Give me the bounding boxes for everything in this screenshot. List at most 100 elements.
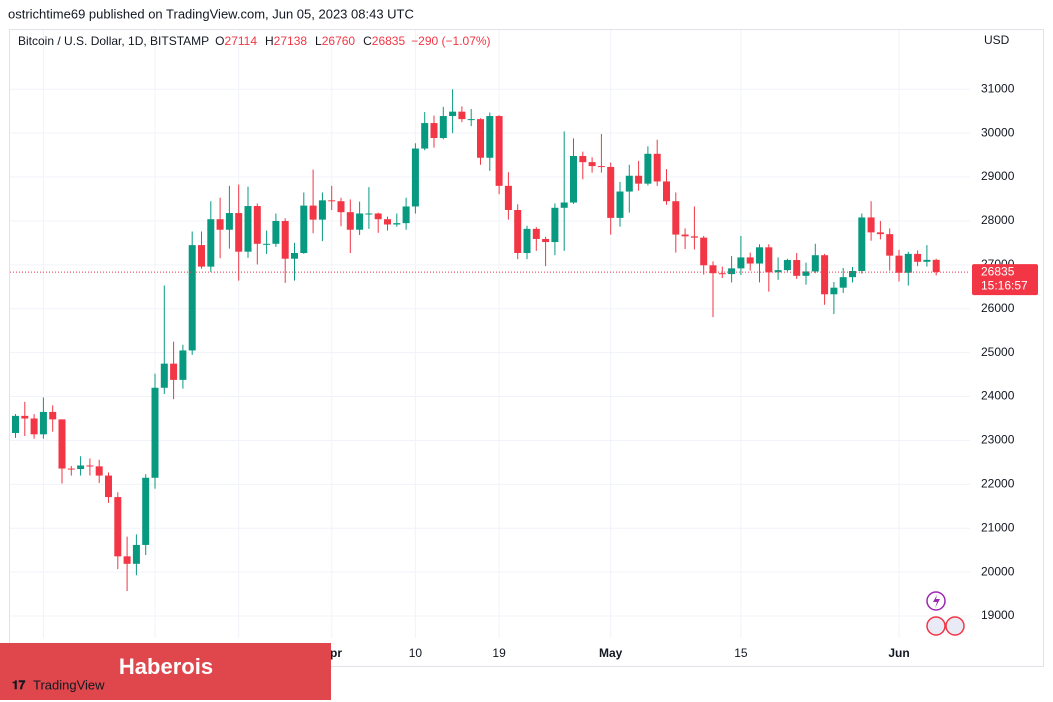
candle-body [765, 247, 773, 273]
us-flag-icon [926, 616, 946, 636]
price-axis: 19000 20000 21000 22000 23000 24000 25000 26000… [33, 81, 1038, 660]
y-tick-label: 22000 [981, 477, 1015, 491]
candle-body [737, 257, 745, 269]
candle-body [123, 556, 131, 564]
candle-body [830, 287, 838, 295]
candle-body [523, 228, 531, 254]
candle-body [393, 223, 401, 225]
candle-body [188, 245, 196, 351]
ohlc-value: 26760 [322, 34, 356, 48]
y-tick-label: 23000 [981, 433, 1015, 447]
candle-body [774, 270, 782, 273]
candle-body [914, 253, 922, 262]
candle-body [886, 234, 894, 256]
candles [10, 89, 970, 592]
x-tick-label: Jun [888, 646, 909, 660]
tv-logo-mark: 𝟏𝟕 [12, 678, 26, 692]
candle-body [356, 213, 364, 230]
candle-body [300, 205, 308, 254]
candle-body [821, 255, 829, 295]
currency-label: USD [984, 33, 1010, 47]
candle-body [663, 181, 670, 202]
candle-body [309, 205, 317, 220]
candle-body [402, 206, 410, 224]
watermark-banner [0, 643, 331, 700]
candle-body [225, 213, 233, 230]
candle-body [709, 265, 717, 274]
candle-body [477, 119, 484, 158]
candle-body [132, 544, 140, 564]
grid [10, 30, 970, 638]
change-label: −290 (−1.07%) [411, 34, 490, 48]
watermark-text: Haberois [119, 654, 213, 679]
x-tick-label: 19 [492, 646, 506, 660]
candle-body [21, 415, 29, 419]
candle-body [607, 166, 615, 218]
candle-body [39, 411, 47, 435]
candle-body [570, 155, 577, 203]
candle-body [411, 148, 419, 207]
candle-body [672, 201, 680, 235]
candle-body [756, 247, 763, 264]
candle-body [281, 220, 289, 259]
candle-body [923, 259, 931, 262]
y-tick-label: 30000 [981, 125, 1015, 139]
candle-body [328, 200, 336, 202]
candle-body [291, 253, 298, 259]
candle-body [690, 236, 698, 238]
candle-body [532, 228, 540, 239]
candle-body [895, 255, 903, 273]
candle-body [30, 418, 38, 435]
ohlc-label: O [215, 34, 224, 48]
candle-body [86, 465, 94, 467]
candle-body [244, 206, 252, 252]
candle-body [235, 213, 243, 252]
candle-body [588, 162, 596, 167]
candle-body [653, 153, 661, 182]
candle-body [746, 257, 754, 264]
legend: Bitcoin / U.S. Dollar, 1D, BITSTAMP O2711… [18, 34, 491, 48]
symbol-name: Bitcoin / U.S. Dollar, 1D, BITSTAMP [18, 34, 209, 48]
candle-body [514, 209, 522, 254]
candle-body [625, 175, 633, 192]
us-flag-icon [945, 616, 965, 636]
candle-body [811, 255, 819, 272]
candle-body [458, 111, 466, 120]
candle-body [904, 253, 912, 273]
event-icon-bolt [933, 595, 940, 608]
publisher-line: ostrichtime69 published on TradingView.c… [8, 6, 414, 21]
candle-body [58, 419, 66, 469]
candle-body [635, 175, 643, 184]
y-tick-label: 29000 [981, 169, 1015, 183]
candle-body [49, 411, 57, 420]
candle-body [876, 232, 884, 235]
ohlc-value: 27138 [274, 34, 308, 48]
candle-body [718, 273, 726, 275]
countdown-label: 15:16:57 [981, 278, 1028, 292]
candle-body [272, 220, 280, 244]
x-tick-label: 15 [734, 646, 748, 660]
candle-body [374, 213, 382, 220]
candle-body [495, 116, 503, 186]
candle-body [263, 243, 271, 245]
candle-body [142, 477, 150, 545]
candle-body [700, 237, 708, 266]
candle-body [170, 363, 178, 380]
candle-body [160, 363, 168, 388]
candle-body [849, 271, 856, 278]
candle-body [318, 200, 326, 220]
candle-body [216, 219, 224, 230]
y-tick-label: 20000 [981, 564, 1015, 578]
x-tick-label: 10 [409, 646, 423, 660]
candle-body [616, 191, 624, 218]
candle-body [793, 260, 801, 276]
ohlc-value: 27114 [225, 34, 258, 48]
candle-body [12, 415, 19, 433]
last-price-label: 26835 [981, 264, 1015, 278]
candle-body [783, 260, 791, 271]
ohlc-label: C [363, 34, 372, 48]
candle-body [384, 219, 391, 225]
candle-body [542, 238, 550, 243]
candle-body [681, 234, 689, 237]
